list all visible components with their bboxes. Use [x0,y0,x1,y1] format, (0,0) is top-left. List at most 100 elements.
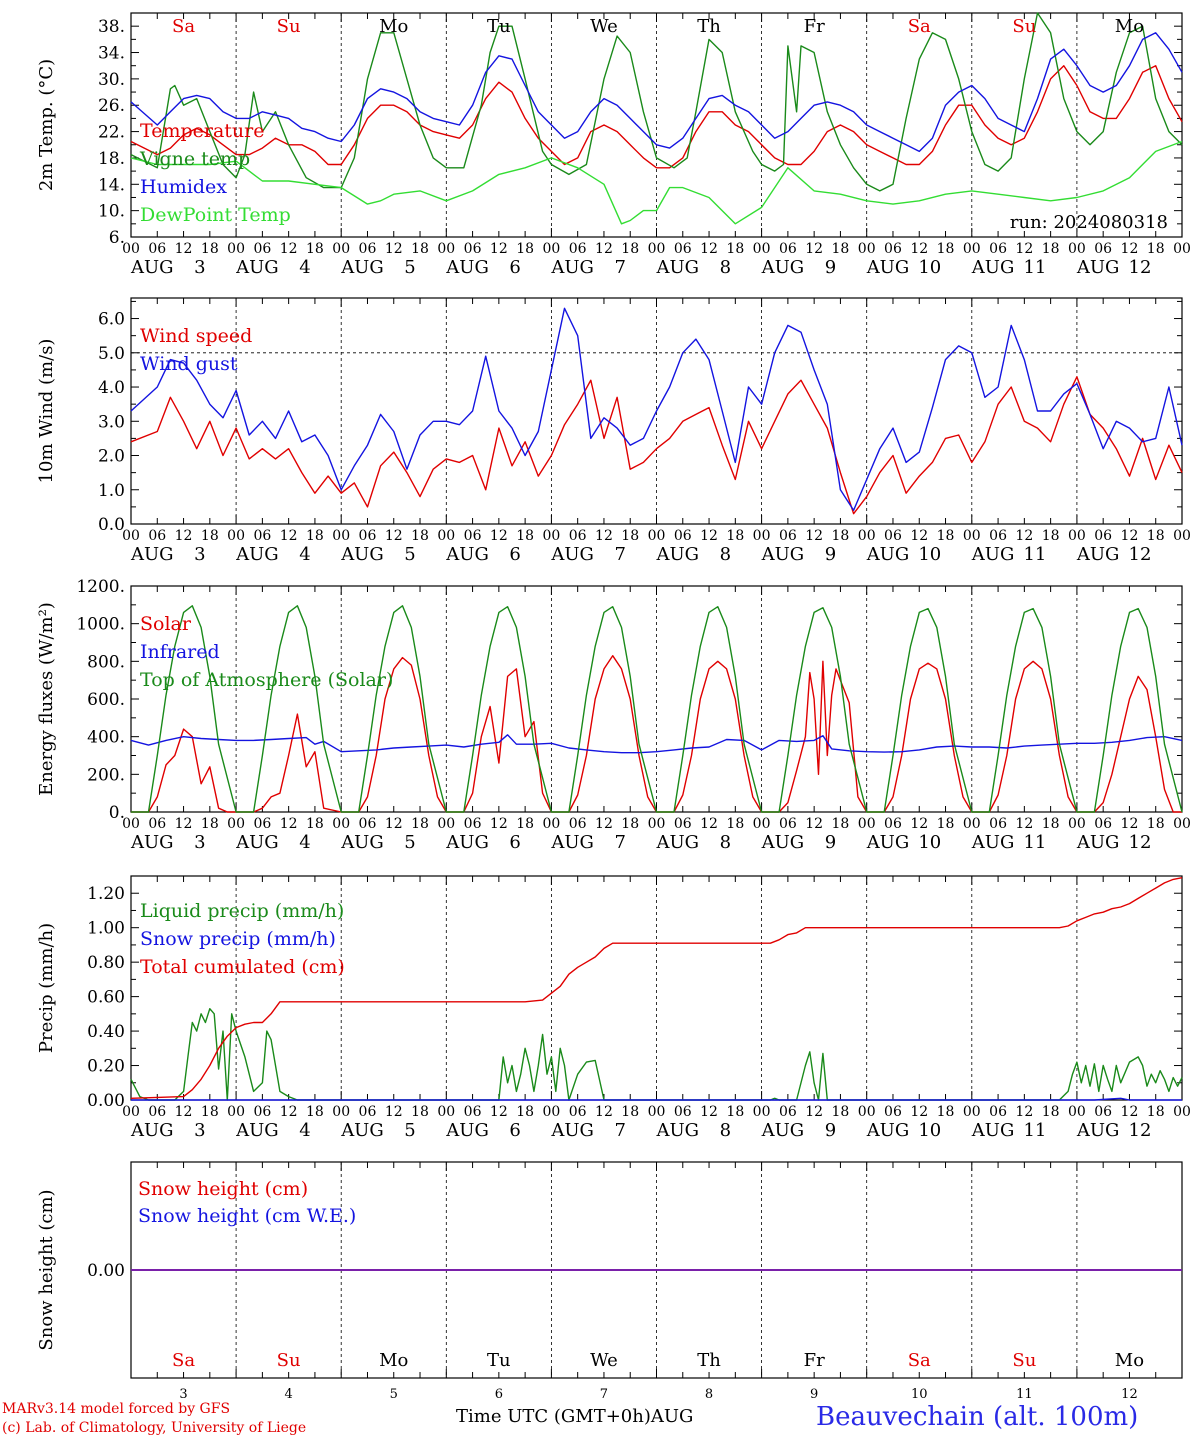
x-tick-label: 00 [227,1104,245,1120]
x-tick-label: 18 [621,816,639,832]
y-tick-label: 30. [98,70,125,90]
x-tick-label: 00 [963,528,981,544]
y-tick-label: 22. [98,123,125,143]
y-tick-label: 1.20 [87,884,125,904]
x-tick-label: 00 [648,528,666,544]
date-day-label: 10 [918,1120,941,1141]
x-tick-label: 00 [542,1104,560,1120]
x-tick-label: 00 [858,241,876,257]
x-tick-label: 00 [1173,816,1191,832]
x-tick-label: 18 [201,241,219,257]
x-tick-label: 00 [1068,528,1086,544]
x-tick-label: 06 [253,816,271,832]
x-tick-label: 12 [280,1104,298,1120]
x-tick-label: 18 [516,528,534,544]
date-month-label: AUG [340,257,384,278]
x-tick-label: 12 [910,1104,928,1120]
x-tick-label: 00 [227,528,245,544]
date-month-label: AUG [761,832,805,853]
x-tick-label: 06 [569,816,587,832]
x-tick-label: 06 [674,816,692,832]
x-tick-label: 06 [148,1104,166,1120]
legend-label: Total cumulated (cm) [140,956,345,978]
x-tick-label: 18 [306,528,324,544]
date-month-label: AUG [761,544,805,565]
date-day-label: 5 [404,257,415,278]
station-title: Beauvechain (alt. 100m) [816,1402,1139,1432]
day-of-week-bottom: Fr [804,1350,825,1371]
date-day-label: 7 [614,1120,625,1141]
date-month-label: AUG [340,544,384,565]
time-axis-caption: Time UTC (GMT+0h)AUG [456,1406,693,1427]
date-month-label: AUG [550,832,594,853]
x-tick-label: 06 [148,816,166,832]
y-tick-label: 6.0 [98,310,125,330]
day-number-bottom: 8 [705,1387,713,1402]
x-tick-label: 12 [490,528,508,544]
x-tick-label: 00 [858,816,876,832]
legend-label: Snow height (cm) [138,1178,308,1200]
day-of-week-bottom: Mo [379,1350,408,1371]
x-tick-label: 12 [175,241,193,257]
x-tick-label: 06 [674,528,692,544]
x-tick-label: 00 [332,241,350,257]
legend-label: Humidex [140,176,227,198]
x-tick-label: 00 [648,1104,666,1120]
x-tick-label: 18 [1147,241,1165,257]
x-tick-label: 18 [1042,816,1060,832]
x-tick-label: 12 [1015,816,1033,832]
x-tick-label: 00 [753,528,771,544]
date-month-label: AUG [235,832,279,853]
date-month-label: AUG [235,1120,279,1141]
date-day-label: 11 [1023,832,1046,853]
x-tick-label: 12 [1121,816,1139,832]
date-month-label: AUG [971,1120,1015,1141]
y-tick-label: 1.0 [98,481,125,501]
x-tick-label: 00 [963,1104,981,1120]
y-tick-label: 14. [98,175,125,195]
date-day-label: 5 [404,832,415,853]
x-tick-label: 00 [437,816,455,832]
x-tick-label: 06 [148,241,166,257]
run-label: run: 2024080318 [1010,212,1168,233]
y-tick-label: 10. [98,202,125,222]
x-tick-label: 00 [753,816,771,832]
x-tick-label: 12 [1121,528,1139,544]
y-tick-label: 0.60 [87,988,125,1008]
date-month-label: AUG [971,544,1015,565]
x-tick-label: 00 [1068,241,1086,257]
date-day-label: 6 [509,544,520,565]
x-tick-label: 18 [1147,528,1165,544]
day-number-bottom: 11 [1016,1387,1033,1402]
date-day-label: 6 [509,257,520,278]
series-line-wind-speed [130,376,1183,515]
y-tick-label: 400. [87,728,125,748]
x-tick-label: 12 [280,241,298,257]
x-tick-label: 12 [805,241,823,257]
model-line: MARv3.14 model forced by GFS [2,1401,231,1417]
y-tick-label: 1.00 [87,919,125,939]
date-month-label: AUG [550,1120,594,1141]
day-of-week-top: Sa [172,16,195,37]
x-tick-label: 18 [306,1104,324,1120]
x-tick-label: 12 [175,816,193,832]
date-month-label: AUG [130,1120,174,1141]
x-tick-label: 12 [805,1104,823,1120]
day-number-bottom: 3 [179,1387,187,1402]
x-tick-label: 12 [1015,528,1033,544]
y-tick-label: 4.0 [98,378,125,398]
x-tick-label: 00 [542,816,560,832]
x-tick-label: 18 [937,528,955,544]
day-of-week-bottom: Su [1012,1350,1036,1371]
x-tick-label: 00 [1173,241,1191,257]
date-month-label: AUG [130,544,174,565]
date-day-label: 6 [509,1120,520,1141]
x-tick-label: 00 [122,1104,140,1120]
date-day-label: 12 [1129,257,1152,278]
date-day-label: 11 [1023,257,1046,278]
x-tick-label: 00 [122,816,140,832]
day-of-week-bottom: Su [277,1350,301,1371]
date-day-label: 4 [299,1120,310,1141]
x-tick-label: 06 [359,241,377,257]
